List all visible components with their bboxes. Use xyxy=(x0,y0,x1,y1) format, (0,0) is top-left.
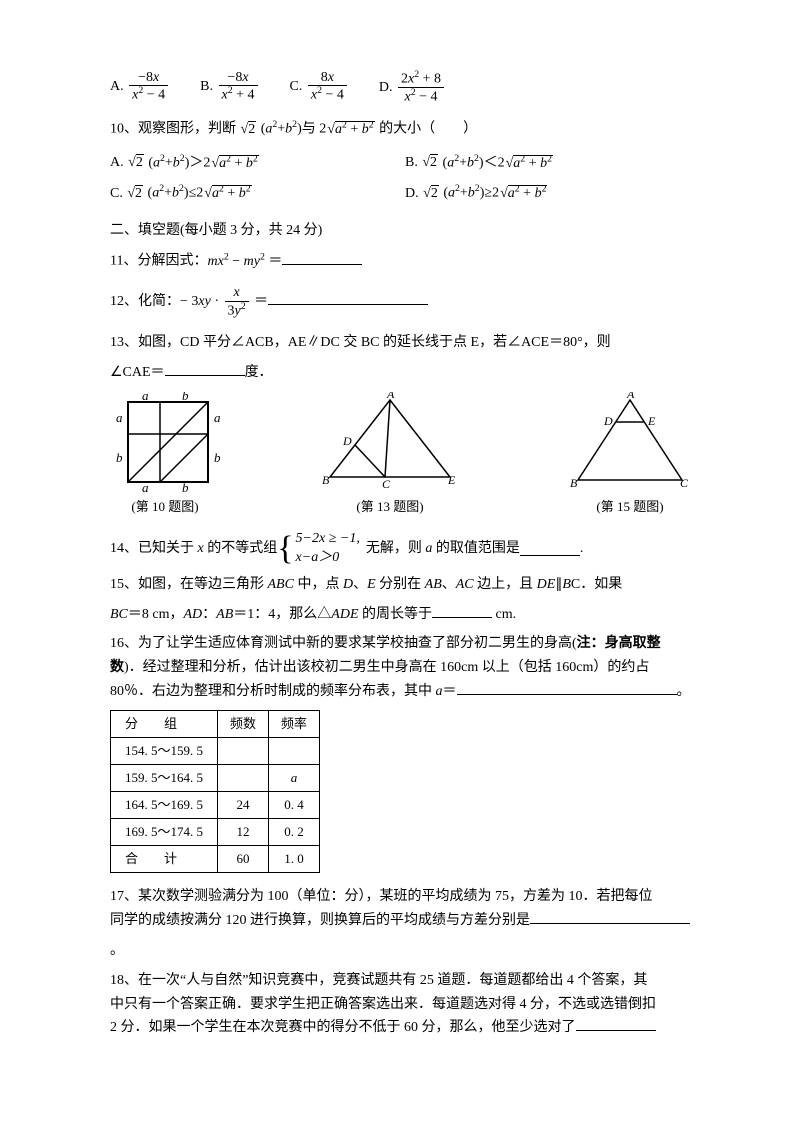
opt-label: A. xyxy=(110,75,124,99)
svg-text:B: B xyxy=(570,476,578,490)
brace-icon: { xyxy=(277,532,293,566)
fig-caption: (第 10 题图) xyxy=(110,496,220,518)
blank xyxy=(530,910,690,924)
svg-text:B: B xyxy=(322,473,330,487)
q17-line1: 17、某次数学测验满分为 100（单位：分），某班的平均成绩为 75，方差为 1… xyxy=(110,885,700,909)
blank xyxy=(282,251,362,265)
triangle-15: A B C D E xyxy=(560,392,700,492)
blank xyxy=(457,681,677,695)
q18-line3: 2 分．如果一个学生在本次竞赛中的得分不低于 60 分，那么，他至少选对了 xyxy=(110,1016,700,1040)
svg-text:a: a xyxy=(142,480,149,492)
q14: 14、已知关于 x 的不等式组 { 5−2x ≥ −1, x−a＞0 无解，则 … xyxy=(110,530,700,566)
q11: 11、分解因式：mx2 − my2 ＝ xyxy=(110,249,700,273)
svg-text:D: D xyxy=(603,414,613,428)
svg-text:D: D xyxy=(342,434,352,448)
q10-stem: 10、观察图形，判断 2 (a2+b2)与 2a2 + b2 的大小（ ） xyxy=(110,117,700,142)
frac-num: −8x xyxy=(129,70,168,86)
blank xyxy=(432,604,492,618)
triangle-13: A B C E D xyxy=(310,392,470,492)
svg-text:b: b xyxy=(116,450,123,465)
q10-option-b: B. 2 (a2+b2)＜2a2 + b2 xyxy=(405,148,700,179)
svg-text:a: a xyxy=(214,410,220,425)
svg-text:a: a xyxy=(142,392,149,403)
frac-den: x2 − 4 xyxy=(129,86,168,103)
square-diagram: a b a b a b a b xyxy=(110,392,220,492)
q9-option-d: D. 2x2 + 8x2 − 4 xyxy=(379,70,446,105)
fig-q13: A B C E D (第 13 题图) xyxy=(310,392,470,518)
table-header: 分 组 xyxy=(111,710,218,737)
fig-q15: A B C D E (第 15 题图) xyxy=(560,392,700,518)
blank xyxy=(576,1017,656,1031)
table-row: 159. 5～164. 5a xyxy=(111,764,320,791)
q15-line2: BC＝8 cm，AD：AB＝1：4，那么△ADE 的周长等于 cm. xyxy=(110,603,700,627)
svg-text:b: b xyxy=(182,392,189,403)
table-row: 169. 5～174. 5120. 2 xyxy=(111,819,320,846)
blank xyxy=(520,542,580,556)
q18-line1: 18、在一次“人与自然”知识竞赛中，竞赛试题共有 25 道题．每道题都给出 4 … xyxy=(110,969,700,993)
frequency-table: 分 组 频数 频率 154. 5～159. 5 159. 5～164. 5a 1… xyxy=(110,710,320,874)
svg-text:C: C xyxy=(382,477,391,491)
q10-option-c: C. 2 (a2+b2)≤2a2 + b2 xyxy=(110,178,405,209)
q17-line2: 同学的成绩按满分 120 进行换算，则换算后的平均成绩与方差分别是 xyxy=(110,909,700,933)
svg-text:C: C xyxy=(680,476,689,490)
table-row: 分 组 频数 频率 xyxy=(111,710,320,737)
page-content: A. −8xx2 − 4 B. −8xx2 + 4 C. 8xx2 − 4 D.… xyxy=(0,0,800,1086)
q16-line1: 16、为了让学生适应体育测试中新的要求某学校抽查了部分初二男生的身高(注：身高取… xyxy=(110,632,700,656)
table-row: 154. 5～159. 5 xyxy=(111,737,320,764)
section2-header: 二、填空题(每小题 3 分，共 24 分) xyxy=(110,219,700,243)
q16-line3: 80％．右边为整理和分析时制成的频率分布表，其中 a＝。 xyxy=(110,680,700,704)
q13-line2: ∠CAE＝度． xyxy=(110,361,700,385)
q10-options: A. 2 (a2+b2)＞2a2 + b2 B. 2 (a2+b2)＜2a2 +… xyxy=(110,148,700,209)
table-header: 频数 xyxy=(218,710,269,737)
q9-options: A. −8xx2 − 4 B. −8xx2 + 4 C. 8xx2 − 4 D.… xyxy=(110,70,700,105)
q9-option-b: B. −8xx2 + 4 xyxy=(200,70,259,105)
q16-line2: 数)．经过整理和分析，估计出该校初二男生中身高在 160cm 以上（包括 160… xyxy=(110,656,700,680)
svg-text:A: A xyxy=(386,392,395,401)
q15-line1: 15、如图，在等边三角形 ABC 中，点 D、E 分别在 AB、AC 边上，且 … xyxy=(110,573,700,597)
svg-text:E: E xyxy=(647,414,656,428)
q13-line1: 13、如图，CD 平分∠ACB，AE∥DC 交 BC 的延长线于点 E，若∠AC… xyxy=(110,331,700,355)
svg-text:A: A xyxy=(626,392,635,401)
q12: 12、化简：− 3xy · x3y2 ＝ xyxy=(110,279,700,324)
q9-option-a: A. −8xx2 − 4 xyxy=(110,70,170,105)
q18-line2: 中只有一个答案正确．要求学生把正确答案选出来．每道题选对得 4 分，不选或选错倒… xyxy=(110,993,700,1017)
svg-text:E: E xyxy=(447,473,456,487)
q9-option-c: C. 8xx2 − 4 xyxy=(290,70,349,105)
svg-text:a: a xyxy=(116,410,123,425)
fig-caption: (第 15 题图) xyxy=(560,496,700,518)
svg-text:b: b xyxy=(182,480,189,492)
svg-text:b: b xyxy=(214,450,220,465)
blank xyxy=(165,362,245,376)
q10-option-d: D. 2 (a2+b2)≥2a2 + b2 xyxy=(405,178,700,209)
q10-option-a: A. 2 (a2+b2)＞2a2 + b2 xyxy=(110,148,405,179)
table-header: 频率 xyxy=(269,710,320,737)
table-row: 164. 5～169. 5240. 4 xyxy=(111,792,320,819)
q17-line3: 。 xyxy=(110,939,700,963)
fig-caption: (第 13 题图) xyxy=(310,496,470,518)
fig-q10: a b a b a b a b (第 10 题图) xyxy=(110,392,220,518)
blank xyxy=(268,291,428,305)
table-row: 合 计601. 0 xyxy=(111,846,320,873)
